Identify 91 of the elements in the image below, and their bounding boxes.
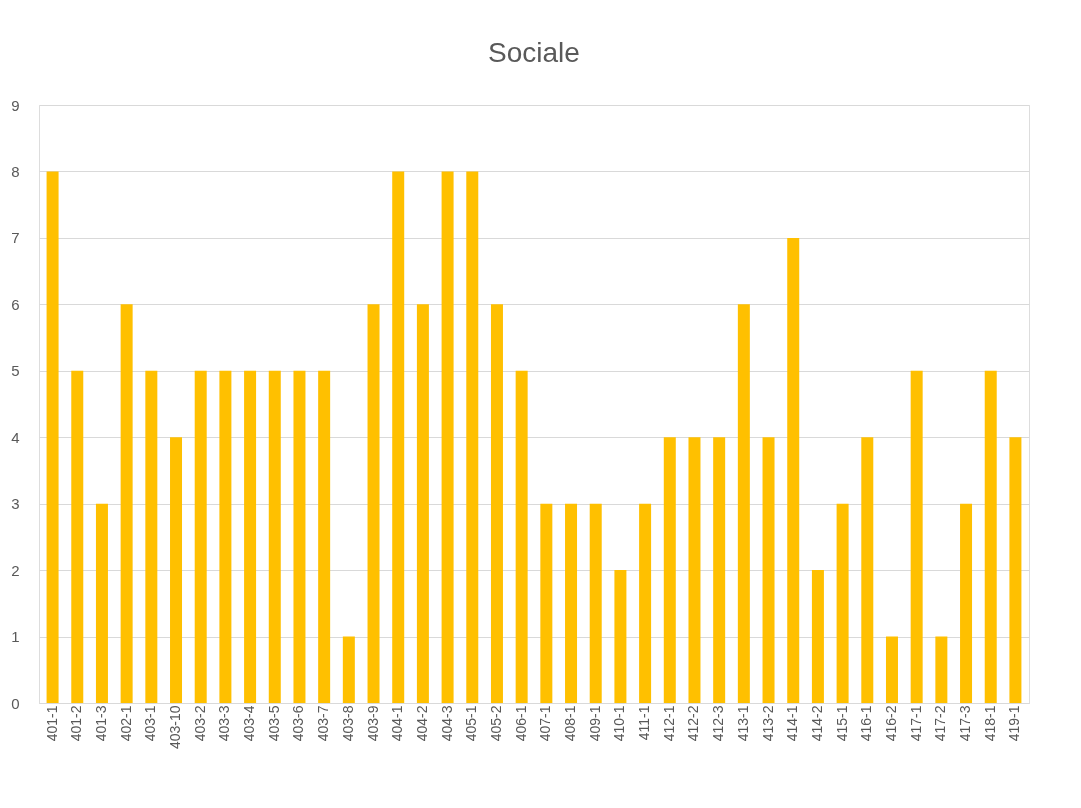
y-tick-label: 8 [11, 162, 20, 180]
x-tick-label: 411-1 [636, 705, 653, 741]
x-tick-label: 404-1 [389, 705, 406, 742]
x-tick-label: 413-1 [734, 705, 751, 742]
bar [194, 370, 207, 703]
x-tick-label: 401-1 [43, 705, 60, 742]
y-tick-label: 1 [11, 628, 20, 646]
y-tick-label: 3 [11, 495, 20, 513]
bar [614, 570, 627, 703]
y-tick-label: 9 [11, 96, 20, 114]
x-tick-label: 403-7 [315, 705, 332, 742]
y-tick-label: 2 [11, 561, 20, 579]
y-tick-label: 5 [11, 362, 20, 380]
x-tick-label: 407-1 [537, 705, 554, 742]
x-tick-label: 413-2 [759, 705, 776, 742]
x-tick-label: 419-1 [1006, 705, 1023, 742]
x-tick-label: 405-1 [463, 705, 480, 742]
bar [787, 237, 800, 703]
x-tick-label: 403-2 [191, 705, 208, 742]
x-tick-label: 403-3 [216, 705, 233, 742]
bar [861, 437, 874, 703]
bar [244, 370, 257, 703]
bar [466, 171, 479, 703]
x-tick-label: 403-5 [265, 705, 282, 742]
bar [145, 370, 158, 703]
bar [46, 171, 59, 703]
x-tick-label: 408-1 [562, 705, 579, 742]
x-tick-label: 412-2 [685, 705, 702, 742]
y-tick-label: 4 [11, 428, 20, 446]
y-tick-label: 0 [11, 694, 20, 712]
x-tick-label: 414-2 [808, 705, 825, 742]
x-tick-label: 414-1 [784, 705, 801, 742]
y-tick-label: 7 [11, 229, 20, 247]
bar [762, 437, 775, 703]
bar [95, 503, 108, 703]
x-tick-label: 404-3 [438, 705, 455, 742]
bar [737, 304, 750, 703]
bar [490, 304, 503, 703]
bar [293, 370, 306, 703]
x-tick-label: 416-2 [882, 705, 899, 742]
x-tick-label: 403-9 [364, 705, 381, 742]
x-tick-label: 405-2 [487, 705, 504, 742]
bar [120, 304, 133, 703]
bar [639, 503, 652, 703]
x-tick-label: 403-10 [167, 705, 184, 750]
x-tick-label: 409-1 [586, 705, 603, 742]
bar [663, 437, 676, 703]
bar [71, 370, 84, 703]
bar [540, 503, 553, 703]
x-tick-label: 415-1 [833, 705, 850, 742]
bar [1009, 437, 1022, 703]
x-tick-label: 401-3 [92, 705, 109, 742]
bar [713, 437, 726, 703]
x-tick-label: 417-1 [907, 705, 924, 742]
x-tick-label: 406-1 [512, 705, 529, 742]
bar [342, 636, 355, 703]
x-tick-label: 417-3 [957, 705, 974, 742]
x-tick-label: 417-2 [932, 705, 949, 742]
bar [565, 503, 578, 703]
bar [984, 370, 997, 703]
x-tick-label: 402-1 [117, 705, 134, 742]
x-tick-label: 403-8 [339, 705, 356, 742]
bar [935, 636, 948, 703]
bar [416, 304, 429, 703]
y-tick-label: 6 [11, 295, 20, 313]
bar [885, 636, 898, 703]
x-tick-label: 403-1 [142, 705, 159, 742]
bar [960, 503, 973, 703]
bar [170, 437, 183, 703]
bar [318, 370, 331, 703]
x-tick-label: 418-1 [981, 705, 998, 742]
bar [367, 304, 380, 703]
bar [515, 370, 528, 703]
x-tick-label: 412-3 [710, 705, 727, 742]
bar [589, 503, 602, 703]
x-tick-label: 403-6 [290, 705, 307, 742]
x-tick-label: 404-2 [413, 705, 430, 742]
bar [811, 570, 824, 703]
bar [836, 503, 849, 703]
bar [268, 370, 281, 703]
x-tick-label: 416-1 [858, 705, 875, 742]
bar [441, 171, 454, 703]
x-tick-label: 412-1 [660, 705, 677, 742]
bar [910, 370, 923, 703]
x-tick-label: 401-2 [68, 705, 85, 742]
bar [392, 171, 405, 703]
x-tick-label: 410-1 [611, 705, 628, 742]
chart-title: Sociale [488, 37, 580, 68]
x-tick-label: 403-4 [241, 705, 258, 742]
bar [688, 437, 701, 703]
bar [219, 370, 232, 703]
